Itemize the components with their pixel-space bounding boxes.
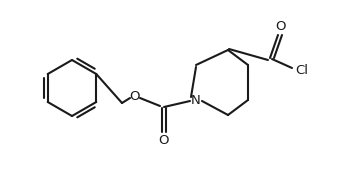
Text: O: O (130, 90, 140, 103)
Text: N: N (191, 93, 201, 106)
Text: O: O (275, 20, 285, 33)
Text: O: O (158, 134, 169, 146)
Text: Cl: Cl (295, 64, 308, 77)
